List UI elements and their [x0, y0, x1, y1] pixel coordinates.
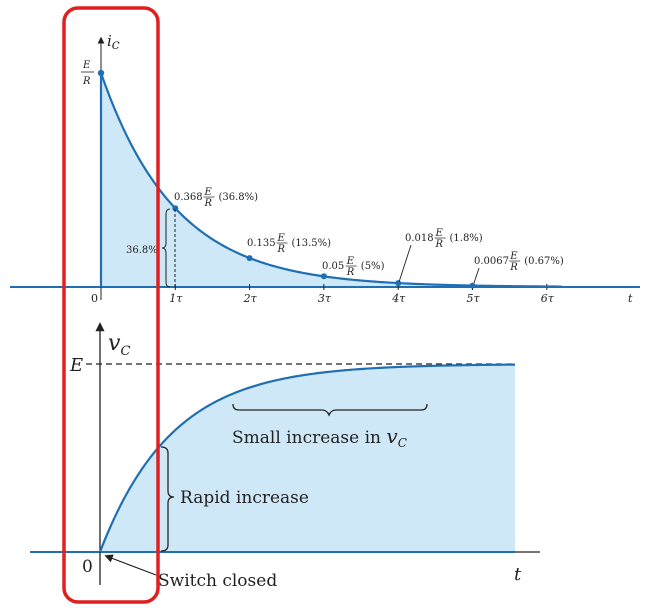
switch-closed-annotation: Switch closed [104, 554, 277, 591]
small-increase-label: Small increase in vC [232, 424, 407, 450]
current-origin-label: 0 [91, 292, 98, 305]
point-percent: (1.8%) [450, 233, 483, 244]
current-axis-label: iC [107, 32, 120, 52]
data-point [172, 205, 179, 212]
x-tick-label: 3τ [318, 292, 332, 305]
rapid-increase-label: Rapid increase [180, 488, 309, 508]
current-x-axis-label: t [628, 292, 633, 305]
voltage-curve [98, 363, 516, 553]
data-point [246, 255, 253, 262]
switch-closed-label: Switch closed [158, 571, 277, 591]
point-coefficient: 0.0067 [474, 256, 509, 267]
small-increase-annotation: Small increase in vC [232, 403, 428, 450]
point-label: 0.018 ER (1.8%) [405, 228, 483, 250]
x-tick-label: 2τ [243, 292, 258, 305]
percent-bracket: 36.8% [126, 208, 176, 288]
current-x-ticks: 1τ 2τ 3τ 4τ 5τ 6τ [169, 284, 555, 305]
label-leader-line [398, 244, 412, 283]
point-coefficient: 0.135 [247, 238, 276, 249]
data-point [469, 282, 476, 289]
current-start-point [97, 69, 105, 77]
percent-bracket-label: 36.8% [126, 245, 158, 256]
point-fraction-numerator: E [204, 187, 213, 198]
highlight-box [62, 6, 160, 604]
point-percent: (0.67%) [524, 256, 564, 267]
current-area-fill [101, 73, 562, 287]
current-curve [99, 72, 562, 288]
point-percent: (5%) [361, 261, 385, 272]
x-tick-label: 1τ [169, 292, 183, 305]
x-tick-label: 4τ [391, 292, 406, 305]
point-label: 0.05 ER (5%) [322, 256, 385, 278]
voltage-origin-label: 0 [82, 557, 93, 577]
point-fraction-denominator: R [509, 262, 518, 273]
point-label: 0.135 ER (13.5%) [247, 233, 331, 255]
point-fraction-numerator: E [346, 256, 355, 267]
data-point [395, 280, 402, 287]
current-points: 0.368 ER(36.8%)0.135 ER(13.5%)0.05 ER(5%)0.… [172, 187, 564, 289]
point-percent: (13.5%) [292, 238, 332, 249]
point-fraction-denominator: R [277, 244, 286, 255]
point-fraction-denominator: R [346, 267, 355, 278]
voltage-area-fill [100, 364, 515, 552]
point-fraction-numerator: E [435, 228, 444, 239]
point-label: 0.0067 ER (0.67%) [474, 251, 564, 273]
start-fraction-denominator: R [82, 76, 91, 87]
voltage-level-label: E [69, 355, 83, 376]
rapid-increase-annotation: Rapid increase [160, 446, 309, 552]
point-fraction-numerator: E [509, 251, 518, 262]
voltage-axis-label: vC [108, 331, 130, 359]
point-percent: (36.8%) [219, 192, 259, 203]
point-coefficient: 0.368 [174, 192, 203, 203]
data-point [320, 273, 327, 280]
x-tick-label: 6τ [541, 292, 555, 305]
point-fraction-denominator: R [204, 198, 213, 209]
point-coefficient: 0.05 [322, 261, 344, 272]
x-tick-label: 5τ [467, 292, 481, 305]
point-coefficient: 0.018 [405, 233, 434, 244]
point-fraction-numerator: E [277, 233, 286, 244]
point-label: 0.368 ER (36.8%) [174, 187, 258, 209]
current-start-label: E R [81, 60, 94, 87]
label-leader-line [473, 267, 480, 284]
voltage-chart: vC E t 0 Small increase in vC Rapid incr… [30, 322, 540, 591]
current-chart: iC t 0 1τ 2τ 3τ 4τ 5τ 6τ E R 0.368 ER(36.8%)0.… [10, 32, 640, 305]
start-fraction-numerator: E [82, 60, 91, 71]
voltage-x-axis-label: t [514, 564, 522, 585]
point-fraction-denominator: R [435, 239, 444, 250]
